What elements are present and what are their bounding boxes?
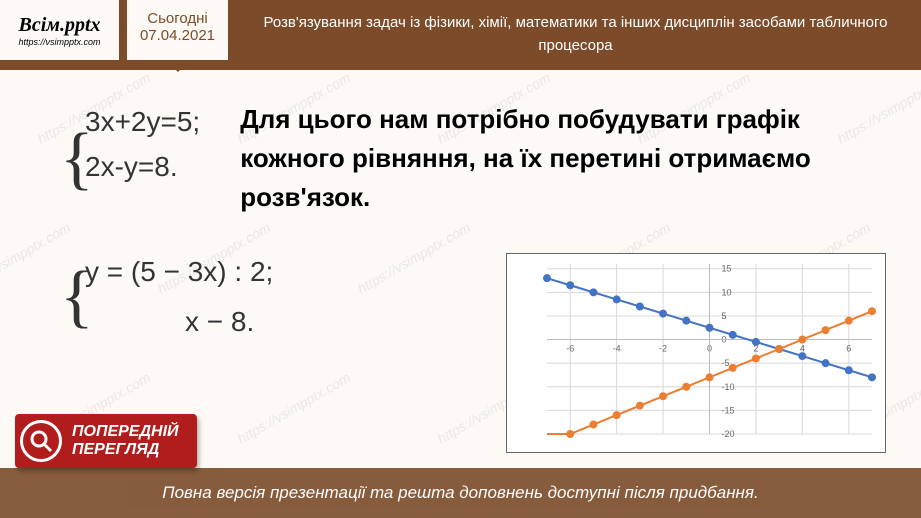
svg-text:5: 5: [722, 311, 727, 321]
chart-svg: -6-4-20246-20-15-10-5051015: [507, 254, 887, 454]
header-bar: Всім.pptx https://vsimpptx.com Сьогодні …: [0, 0, 921, 70]
svg-text:10: 10: [722, 287, 732, 297]
svg-text:-20: -20: [722, 429, 735, 439]
equations-system-2: { y = (5 − 3x) : 2; x − 8.: [60, 247, 273, 348]
svg-text:4: 4: [800, 344, 805, 354]
svg-text:-4: -4: [613, 344, 621, 354]
logo-box: Всім.pptx https://vsimpptx.com: [0, 0, 120, 60]
svg-text:-5: -5: [722, 358, 730, 368]
brace-icon: {: [60, 234, 94, 360]
equation-4-partial: x − 8.: [85, 297, 273, 347]
svg-text:15: 15: [722, 264, 732, 274]
top-row: { 3x+2y=5; 2x-y=8. Для цього нам потрібн…: [60, 100, 881, 217]
svg-text:-2: -2: [659, 344, 667, 354]
date-label: Сьогодні: [147, 10, 208, 27]
date-ribbon: Сьогодні 07.04.2021: [125, 0, 230, 62]
logo-url: https://vsimpptx.com: [18, 37, 100, 47]
preview-line1: ПОПЕРЕДНІЙ: [72, 423, 179, 441]
svg-text:-15: -15: [722, 405, 735, 415]
line-chart: -6-4-20246-20-15-10-5051015: [506, 253, 886, 453]
equation-1: 3x+2y=5;: [85, 100, 200, 145]
footer-text: Повна версія презентації та решта доповн…: [162, 482, 758, 504]
equations-system-1: { 3x+2y=5; 2x-y=8.: [60, 100, 200, 217]
equation-2: 2x-y=8.: [85, 145, 200, 190]
preview-line2: ПЕРЕГЛЯД: [72, 441, 179, 459]
magnifier-icon: [20, 420, 62, 462]
watermark-text: https://vsimpptx.com: [235, 369, 353, 447]
svg-text:-10: -10: [722, 382, 735, 392]
description-text: Для цього нам потрібно побудувати графік…: [240, 100, 881, 217]
footer-band: Повна версія презентації та решта доповн…: [0, 468, 921, 518]
equation-3: y = (5 − 3x) : 2;: [85, 247, 273, 297]
brace-icon: {: [60, 103, 94, 215]
logo-title: Всім.pptx: [18, 14, 100, 37]
svg-text:-6: -6: [566, 344, 574, 354]
svg-text:6: 6: [846, 344, 851, 354]
preview-text: ПОПЕРЕДНІЙ ПЕРЕГЛЯД: [72, 423, 179, 458]
header-title: Розв'язування задач із фізики, хімії, ма…: [250, 12, 901, 57]
date-value: 07.04.2021: [140, 27, 215, 44]
preview-badge: ПОПЕРЕДНІЙ ПЕРЕГЛЯД: [15, 414, 197, 468]
